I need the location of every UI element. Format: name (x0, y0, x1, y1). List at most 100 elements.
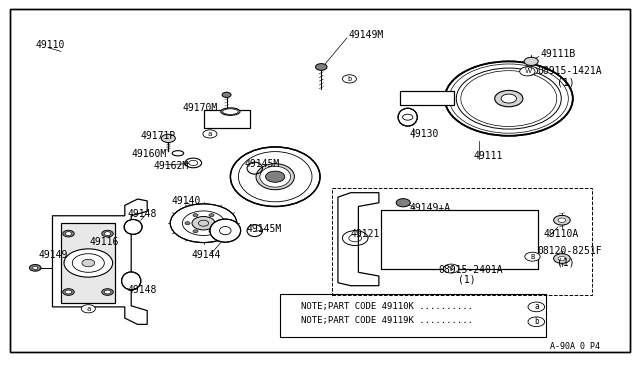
Circle shape (104, 290, 111, 294)
Text: 49162M: 49162M (154, 161, 189, 170)
Circle shape (222, 92, 231, 97)
Circle shape (104, 232, 111, 235)
Ellipse shape (210, 219, 241, 242)
Text: 49130: 49130 (410, 129, 439, 139)
Circle shape (185, 222, 190, 225)
Circle shape (29, 264, 41, 271)
Text: a: a (534, 302, 539, 311)
Circle shape (161, 134, 175, 142)
Ellipse shape (398, 108, 417, 126)
Text: 49145M: 49145M (246, 224, 282, 234)
Circle shape (65, 290, 72, 294)
Bar (280, 294, 546, 337)
Circle shape (266, 171, 285, 182)
Text: 49116: 49116 (90, 237, 119, 247)
Text: V: V (528, 68, 532, 74)
Circle shape (520, 67, 535, 76)
Bar (381, 210, 538, 269)
Polygon shape (338, 193, 379, 286)
Circle shape (524, 57, 538, 65)
Circle shape (558, 256, 566, 261)
Text: 49110A: 49110A (544, 230, 579, 239)
Text: b: b (348, 76, 351, 82)
Text: b: b (534, 317, 539, 326)
Circle shape (81, 305, 95, 313)
Ellipse shape (230, 147, 320, 206)
Circle shape (522, 66, 538, 75)
Circle shape (65, 232, 72, 235)
Text: 49145M: 49145M (244, 159, 280, 169)
Ellipse shape (260, 166, 291, 187)
Text: 08915-1421A: 08915-1421A (538, 66, 602, 76)
Circle shape (209, 230, 214, 233)
Text: (1): (1) (458, 275, 476, 285)
Text: 49111B: 49111B (541, 49, 576, 59)
Text: 49149+A: 49149+A (410, 203, 451, 213)
Circle shape (554, 215, 570, 225)
Text: 49140: 49140 (172, 196, 201, 206)
Circle shape (170, 204, 237, 243)
Text: (1): (1) (557, 78, 575, 87)
Text: 49149: 49149 (38, 250, 68, 260)
Ellipse shape (221, 108, 240, 115)
Ellipse shape (122, 272, 141, 290)
Text: 49111: 49111 (474, 151, 503, 161)
Circle shape (396, 199, 410, 207)
Text: 08915-2401A: 08915-2401A (438, 265, 503, 275)
Text: NOTE;PART CODE 49119K ..........: NOTE;PART CODE 49119K .......... (301, 316, 473, 325)
Text: 49170M: 49170M (182, 103, 218, 113)
Bar (400, 91, 454, 105)
Text: a: a (208, 131, 212, 137)
Ellipse shape (256, 164, 294, 190)
Text: 49160M: 49160M (131, 150, 166, 159)
Circle shape (102, 230, 113, 237)
Text: 49144: 49144 (192, 250, 221, 260)
Circle shape (444, 264, 459, 273)
Circle shape (217, 222, 222, 225)
Text: B: B (531, 254, 534, 260)
Circle shape (495, 90, 523, 107)
Circle shape (554, 254, 570, 263)
Bar (61, 223, 115, 303)
Circle shape (525, 252, 540, 261)
Bar (204, 110, 250, 128)
Ellipse shape (223, 109, 238, 115)
Text: A-90A 0 P4: A-90A 0 P4 (550, 342, 600, 351)
Circle shape (203, 130, 217, 138)
Bar (400, 91, 454, 105)
Circle shape (501, 94, 516, 103)
Circle shape (193, 230, 198, 233)
Circle shape (342, 75, 356, 83)
Ellipse shape (124, 219, 142, 234)
Text: 49110: 49110 (35, 40, 65, 49)
Circle shape (102, 289, 113, 295)
Circle shape (192, 217, 215, 230)
Circle shape (82, 259, 95, 267)
Circle shape (63, 289, 74, 295)
Text: 49171P: 49171P (141, 131, 176, 141)
Circle shape (558, 218, 566, 222)
Text: 49148: 49148 (128, 285, 157, 295)
Circle shape (445, 61, 573, 136)
Text: 49149M: 49149M (349, 31, 384, 40)
Circle shape (528, 302, 545, 312)
Text: a: a (86, 306, 90, 312)
Polygon shape (52, 199, 147, 324)
Text: NOTE;PART CODE 49110K ..........: NOTE;PART CODE 49110K .......... (301, 302, 473, 311)
Circle shape (209, 214, 214, 217)
Bar (381, 210, 538, 269)
Circle shape (63, 230, 74, 237)
Bar (204, 110, 250, 128)
Text: V: V (449, 266, 453, 272)
Circle shape (33, 266, 38, 269)
Circle shape (193, 214, 198, 217)
Bar (61, 223, 115, 303)
Circle shape (64, 249, 113, 277)
Text: V: V (525, 68, 529, 74)
Text: 08120-8251F: 08120-8251F (538, 246, 602, 256)
Text: (1): (1) (557, 257, 575, 267)
Text: 49148: 49148 (128, 209, 157, 219)
Circle shape (316, 64, 327, 70)
Text: 49121: 49121 (351, 230, 380, 239)
Circle shape (528, 317, 545, 327)
